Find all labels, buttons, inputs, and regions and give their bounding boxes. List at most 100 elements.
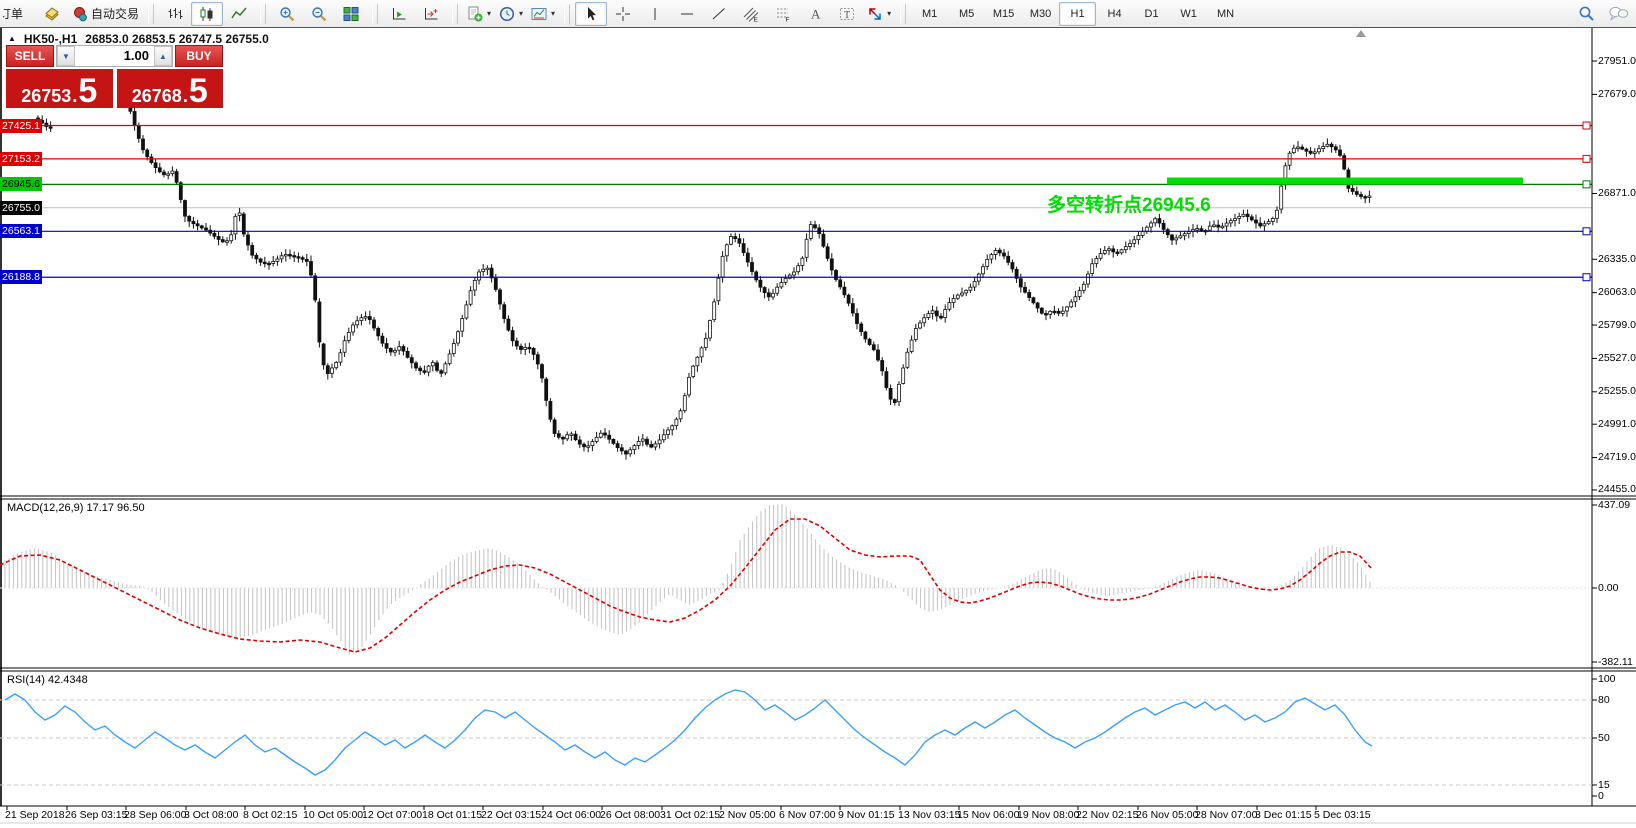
time-axis-label: 24 Oct 06:00: [541, 809, 602, 821]
tf-h1-button[interactable]: H1: [1059, 1, 1097, 26]
chart-shift-marker-icon[interactable]: [1356, 30, 1366, 37]
tf-d1-button[interactable]: D1: [1133, 2, 1170, 26]
chart-title: ▲ HK50-,H1 26853.0 26853.5 26747.5 26755…: [8, 32, 269, 46]
time-axis-label: 21 Sep 2018: [5, 809, 65, 821]
buy-price-frac: 5: [188, 72, 208, 111]
arrows-button[interactable]: ▾: [863, 2, 895, 26]
periods-button[interactable]: ▾: [495, 2, 527, 26]
toolbar-group: [157, 0, 257, 27]
candles-chart-button[interactable]: [191, 1, 224, 26]
tf-m5-button[interactable]: M5: [948, 2, 985, 26]
tf-h1-label: H1: [1070, 7, 1085, 20]
line-handle[interactable]: [1582, 121, 1591, 130]
text-label-button[interactable]: T: [831, 2, 863, 26]
line-handle[interactable]: [1582, 154, 1591, 163]
svg-text:T: T: [844, 10, 850, 21]
time-axis-label: 26 Sep 03:15: [65, 809, 128, 821]
arrows-icon: [867, 6, 883, 22]
pivot-trend-band[interactable]: [1167, 177, 1523, 185]
price-line-label: 26563.1: [0, 224, 42, 239]
tf-h4-button[interactable]: H4: [1096, 2, 1133, 26]
sell-button[interactable]: SELL: [6, 45, 54, 67]
auto-scroll-button[interactable]: [383, 2, 415, 26]
pivot-annotation-text[interactable]: 多空转折点26945.6: [1047, 195, 1211, 216]
tf-mn-button[interactable]: MN: [1207, 2, 1244, 26]
tf-m30-button[interactable]: M30: [1022, 2, 1059, 26]
chart-canvas[interactable]: [0, 28, 1636, 828]
chevron-down-icon[interactable]: ▾: [551, 9, 556, 18]
sell-price-main: 26753: [21, 86, 72, 106]
price-line-label: 27425.1: [0, 118, 42, 133]
text-icon: A: [807, 6, 823, 22]
line-chart-button[interactable]: [223, 2, 255, 26]
tf-m1-button[interactable]: M1: [911, 2, 948, 26]
toolbar-group: [381, 0, 449, 27]
price-axis-tick: 24719.0: [1598, 451, 1636, 464]
autotrade-icon: [72, 6, 88, 22]
search-button[interactable]: [1570, 2, 1602, 26]
horizontal-line-button[interactable]: [671, 2, 703, 26]
chart-left-border: [0, 28, 2, 806]
autotrade-button[interactable]: 自动交易: [68, 2, 143, 26]
fibonacci-button[interactable]: F: [767, 2, 799, 26]
tf-w1-button[interactable]: W1: [1170, 2, 1207, 26]
buy-price-display[interactable]: 26768 . 5: [116, 69, 223, 111]
fibonacci-icon: F: [775, 6, 791, 22]
equidistant-channel-icon: E: [743, 6, 759, 22]
history-button[interactable]: [36, 2, 68, 26]
line-handle[interactable]: [1582, 180, 1591, 189]
volume-increase-button[interactable]: ▲: [154, 46, 172, 66]
equidistant-channel-button[interactable]: E: [735, 2, 767, 26]
rsi-indicator-label: RSI(14) 42.4348: [7, 674, 88, 686]
svg-text:A: A: [811, 6, 821, 21]
buy-button[interactable]: BUY: [175, 45, 223, 67]
toolbar-group: [269, 0, 369, 27]
sell-price-dot: .: [72, 86, 78, 106]
zoom-in-button[interactable]: [271, 2, 303, 26]
tf-m15-button[interactable]: M15: [985, 2, 1022, 26]
cursor-button[interactable]: [575, 1, 608, 26]
chart-ohlc-values: 26853.0 26853.5 26747.5 26755.0: [85, 32, 269, 46]
zoom-out-button[interactable]: [303, 2, 335, 26]
trendline-button[interactable]: [703, 2, 735, 26]
rsi-axis-tick: 15: [1598, 778, 1610, 791]
text-button[interactable]: A: [799, 2, 831, 26]
rsi-axis-tick: 100: [1598, 672, 1616, 685]
indicators-button[interactable]: ▾: [463, 2, 495, 26]
volume-spinner: ▼ 1.00 ▲: [56, 45, 173, 67]
toolbar-group-separator: [452, 3, 459, 24]
tf-m15-label: M15: [992, 7, 1015, 20]
sell-price-display[interactable]: 26753 . 5: [6, 69, 113, 108]
price-line-label: 27153.2: [0, 151, 42, 166]
buy-price-main: 26768: [131, 86, 182, 106]
crosshair-button[interactable]: [607, 2, 639, 26]
bars-chart-icon: [167, 6, 183, 22]
templates-button[interactable]: ▾: [527, 2, 559, 26]
time-axis-label: 18 Oct 01:15: [422, 809, 483, 821]
price-line-label: 26188.8: [0, 270, 42, 285]
line-handle[interactable]: [1582, 273, 1591, 282]
chart-shift-button[interactable]: [415, 2, 447, 26]
history-icon: [43, 6, 61, 22]
line-handle[interactable]: [1582, 227, 1591, 236]
order-button[interactable]: 订单: [2, 2, 36, 26]
volume-decrease-button[interactable]: ▼: [57, 46, 75, 66]
time-axis-label: 3 Oct 08:00: [184, 809, 239, 821]
chart-window: ▲ HK50-,H1 26853.0 26853.5 26747.5 26755…: [0, 28, 1636, 828]
indicators-icon: [467, 6, 483, 22]
chevron-down-icon[interactable]: ▾: [519, 9, 524, 18]
collapse-triangle-icon[interactable]: ▲: [8, 34, 16, 43]
time-axis-label: 8 Oct 02:15: [243, 809, 298, 821]
time-axis-label: 9 Nov 01:15: [838, 809, 895, 821]
chat-button[interactable]: [1602, 2, 1634, 26]
tile-windows-button[interactable]: [335, 2, 367, 26]
bars-chart-button[interactable]: [159, 2, 191, 26]
chevron-down-icon[interactable]: ▾: [487, 9, 492, 18]
vertical-line-button[interactable]: [639, 2, 671, 26]
chevron-down-icon[interactable]: ▾: [887, 9, 892, 18]
macd-indicator-label: MACD(12,26,9) 17.17 96.50: [7, 502, 145, 514]
time-axis-label: 22 Oct 03:15: [481, 809, 542, 821]
time-axis-label: 26 Nov 05:00: [1136, 809, 1199, 821]
zoom-out-icon: [311, 6, 327, 22]
volume-input[interactable]: 1.00: [75, 46, 154, 66]
